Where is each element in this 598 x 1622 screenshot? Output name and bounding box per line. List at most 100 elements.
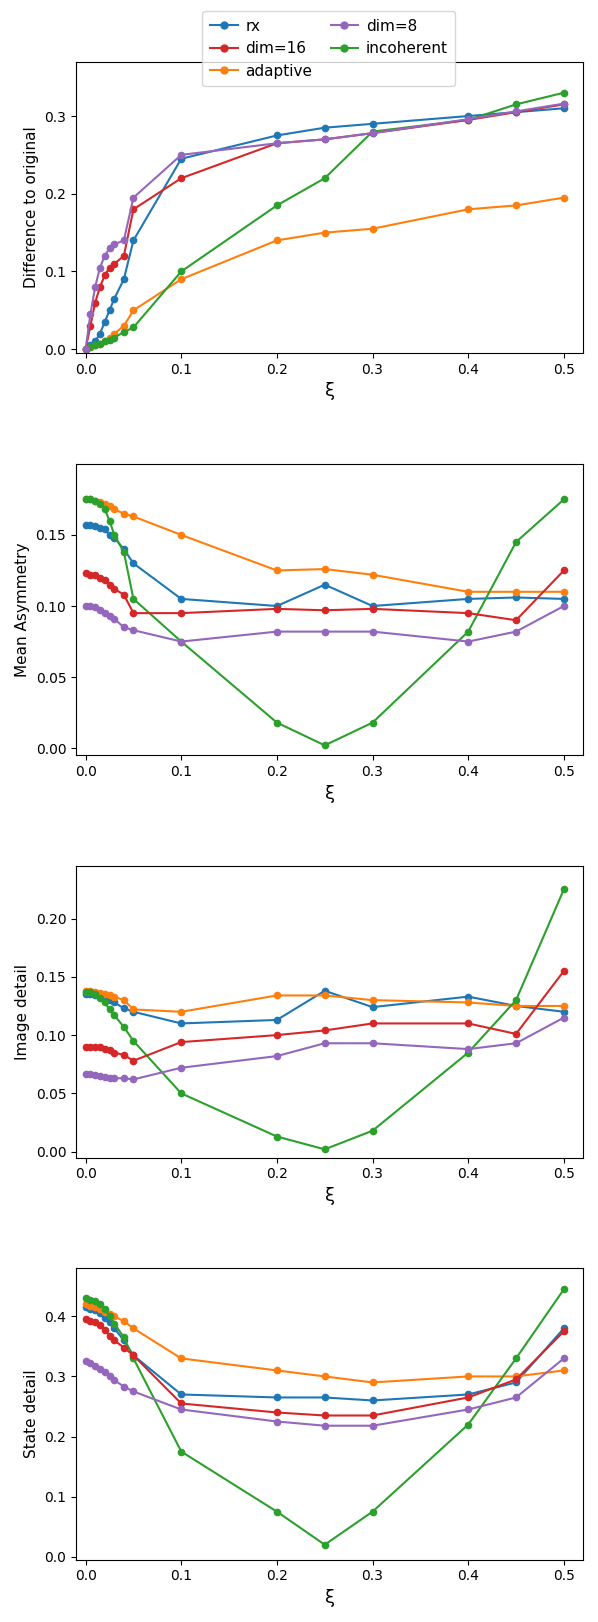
dim=8	[465, 109, 472, 128]
dim=8	[91, 1066, 99, 1085]
dim=8	[321, 1033, 328, 1053]
adaptive	[111, 1307, 118, 1327]
incoherent	[369, 1502, 376, 1521]
Line: rx: rx	[83, 988, 567, 1027]
incoherent	[321, 1140, 328, 1160]
rx	[111, 993, 118, 1012]
dim=8	[87, 1353, 94, 1372]
dim=16	[321, 1406, 328, 1426]
adaptive	[560, 1361, 568, 1380]
rx	[369, 1390, 376, 1410]
incoherent	[560, 490, 568, 509]
rx	[91, 517, 99, 537]
incoherent	[465, 1414, 472, 1434]
rx	[91, 986, 99, 1006]
rx	[560, 589, 568, 608]
dim=8	[130, 188, 137, 208]
Line: adaptive: adaptive	[83, 1301, 567, 1385]
Line: incoherent: incoherent	[83, 1286, 567, 1547]
incoherent	[101, 1299, 108, 1319]
dim=8	[178, 146, 185, 165]
dim=16	[91, 1036, 99, 1056]
adaptive	[178, 526, 185, 545]
adaptive	[369, 991, 376, 1011]
adaptive	[87, 490, 94, 509]
adaptive	[130, 999, 137, 1019]
dim=8	[178, 1058, 185, 1077]
dim=16	[91, 1312, 99, 1332]
dim=8	[82, 597, 89, 616]
adaptive	[130, 300, 137, 320]
Line: rx: rx	[83, 105, 567, 352]
dim=8	[178, 1400, 185, 1419]
adaptive	[111, 500, 118, 519]
incoherent	[87, 983, 94, 1002]
dim=8	[512, 102, 520, 122]
adaptive	[178, 1348, 185, 1367]
Y-axis label: Image detail: Image detail	[15, 963, 30, 1059]
dim=16	[120, 1045, 127, 1064]
dim=16	[101, 571, 108, 590]
incoherent	[369, 122, 376, 141]
dim=8	[465, 1400, 472, 1419]
adaptive	[369, 219, 376, 238]
dim=16	[130, 603, 137, 623]
incoherent	[82, 1288, 89, 1307]
rx	[120, 269, 127, 289]
adaptive	[178, 269, 185, 289]
dim=8	[91, 277, 99, 297]
dim=16	[130, 200, 137, 219]
incoherent	[87, 337, 94, 357]
dim=16	[120, 586, 127, 605]
adaptive	[273, 561, 280, 581]
rx	[321, 118, 328, 138]
dim=16	[87, 564, 94, 584]
dim=16	[369, 123, 376, 143]
dim=16	[273, 599, 280, 618]
Y-axis label: Mean Asymmetry: Mean Asymmetry	[15, 542, 30, 676]
adaptive	[101, 333, 108, 352]
rx	[106, 300, 113, 320]
dim=16	[111, 1330, 118, 1350]
rx	[87, 516, 94, 535]
rx	[120, 1330, 127, 1350]
dim=16	[101, 1040, 108, 1059]
incoherent	[82, 983, 89, 1002]
Line: dim=16: dim=16	[83, 101, 567, 352]
adaptive	[321, 222, 328, 242]
Line: dim=8: dim=8	[83, 603, 567, 644]
adaptive	[82, 1294, 89, 1314]
rx	[87, 1299, 94, 1319]
rx	[465, 986, 472, 1006]
rx	[321, 1388, 328, 1408]
dim=8	[82, 1351, 89, 1371]
dim=16	[101, 266, 108, 285]
incoherent	[512, 1348, 520, 1367]
dim=8	[96, 600, 103, 620]
rx	[91, 333, 99, 352]
rx	[120, 540, 127, 560]
dim=8	[106, 238, 113, 258]
dim=8	[369, 1033, 376, 1053]
incoherent	[465, 1043, 472, 1062]
dim=8	[465, 1040, 472, 1059]
rx	[101, 1307, 108, 1327]
incoherent	[101, 333, 108, 352]
dim=8	[87, 1064, 94, 1083]
dim=16	[512, 1023, 520, 1043]
adaptive	[273, 230, 280, 250]
dim=8	[120, 230, 127, 250]
dim=8	[369, 123, 376, 143]
incoherent	[273, 1502, 280, 1521]
incoherent	[321, 736, 328, 756]
X-axis label: ξ: ξ	[325, 785, 334, 803]
dim=8	[560, 597, 568, 616]
adaptive	[273, 986, 280, 1006]
rx	[101, 988, 108, 1007]
dim=16	[96, 568, 103, 587]
rx	[82, 985, 89, 1004]
Line: rx: rx	[83, 1304, 567, 1403]
dim=16	[130, 1346, 137, 1366]
Line: dim=8: dim=8	[83, 1356, 567, 1429]
Y-axis label: State detail: State detail	[24, 1369, 39, 1458]
